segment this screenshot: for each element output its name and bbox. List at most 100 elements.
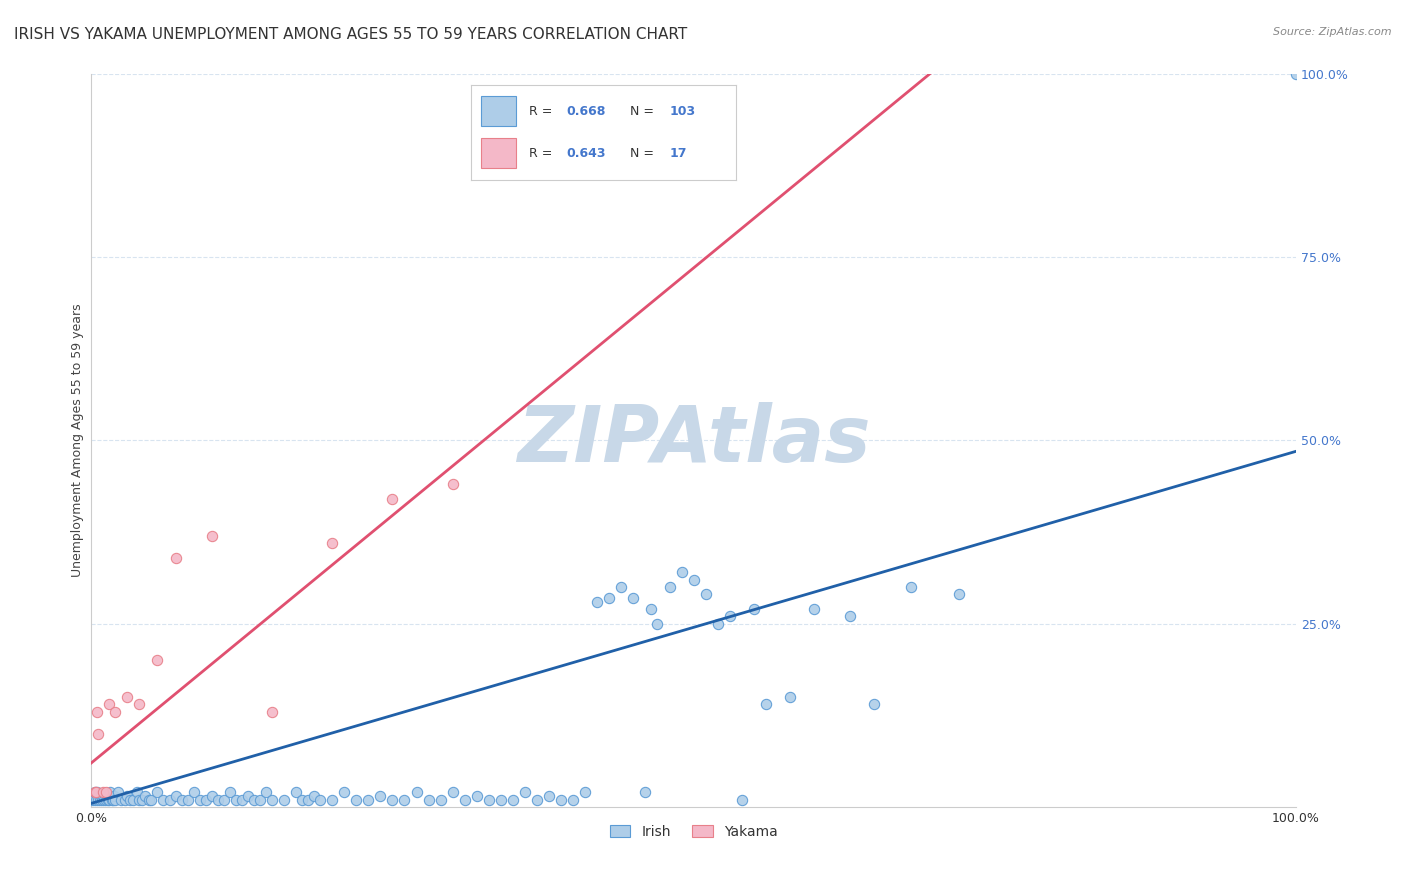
Point (302, 789, 325, 803)
Point (107, 785, 129, 799)
Point (87, 793, 110, 807)
Point (86, 705, 108, 719)
Point (131, 793, 153, 807)
Point (207, 793, 229, 807)
Point (465, 789, 488, 803)
Point (201, 789, 224, 803)
Point (742, 602, 765, 616)
Point (91, 785, 114, 799)
Point (586, 595, 609, 609)
Point (321, 793, 343, 807)
Point (634, 785, 657, 799)
Point (394, 793, 416, 807)
Point (513, 785, 536, 799)
Point (381, 491, 404, 506)
Point (98, 793, 121, 807)
Point (96, 789, 118, 803)
Point (682, 573, 704, 587)
Point (152, 793, 174, 807)
Point (141, 793, 163, 807)
Point (309, 793, 332, 807)
Point (183, 785, 205, 799)
Point (100, 785, 122, 799)
Point (94, 793, 117, 807)
Point (138, 793, 160, 807)
Point (405, 785, 427, 799)
Point (321, 536, 343, 550)
Point (231, 793, 253, 807)
Point (98, 698, 121, 712)
Point (489, 793, 512, 807)
Point (779, 690, 801, 704)
Point (84, 785, 107, 799)
Point (285, 785, 308, 799)
Point (381, 793, 404, 807)
Point (839, 609, 862, 624)
Point (91, 793, 114, 807)
Legend: Irish, Yakama: Irish, Yakama (605, 819, 783, 844)
Point (441, 785, 464, 799)
Point (1285, 66, 1308, 80)
Point (194, 793, 217, 807)
Point (900, 580, 922, 594)
Point (249, 793, 271, 807)
Point (90, 789, 112, 803)
Y-axis label: Unemployment Among Ages 55 to 59 years: Unemployment Among Ages 55 to 59 years (72, 303, 84, 577)
Point (418, 793, 440, 807)
Point (538, 789, 561, 803)
Point (243, 793, 266, 807)
Point (273, 793, 295, 807)
Point (101, 793, 124, 807)
Point (695, 587, 717, 601)
Point (562, 793, 585, 807)
Point (84, 793, 107, 807)
Point (574, 785, 596, 799)
Point (454, 793, 477, 807)
Point (218, 785, 240, 799)
Point (176, 793, 198, 807)
Point (110, 793, 132, 807)
Point (755, 698, 778, 712)
Point (333, 785, 356, 799)
Point (370, 789, 392, 803)
Point (97, 793, 120, 807)
Point (357, 793, 380, 807)
Point (803, 602, 825, 616)
Point (125, 785, 148, 799)
Point (640, 602, 662, 616)
Point (146, 785, 169, 799)
Point (598, 591, 620, 605)
Point (502, 793, 524, 807)
Point (83, 785, 105, 799)
Point (260, 793, 283, 807)
Point (212, 793, 235, 807)
Point (82, 793, 104, 807)
Point (89, 793, 111, 807)
Point (671, 566, 693, 580)
Point (134, 789, 156, 803)
Point (236, 789, 259, 803)
Point (104, 705, 127, 719)
Point (188, 793, 211, 807)
Point (297, 793, 319, 807)
Point (118, 793, 141, 807)
Point (863, 698, 886, 712)
Point (146, 653, 169, 667)
Point (93, 793, 115, 807)
Point (706, 616, 728, 631)
Point (526, 793, 548, 807)
Point (170, 793, 193, 807)
Text: IRISH VS YAKAMA UNEMPLOYMENT AMONG AGES 55 TO 59 YEARS CORRELATION CHART: IRISH VS YAKAMA UNEMPLOYMENT AMONG AGES … (14, 27, 688, 42)
Point (260, 705, 283, 719)
Point (478, 793, 501, 807)
Point (117, 690, 139, 704)
Point (344, 793, 367, 807)
Point (610, 580, 633, 594)
Point (731, 793, 754, 807)
Text: Source: ZipAtlas.com: Source: ZipAtlas.com (1274, 27, 1392, 37)
Point (122, 793, 145, 807)
Point (429, 793, 451, 807)
Point (104, 793, 127, 807)
Point (159, 793, 181, 807)
Point (441, 477, 464, 491)
